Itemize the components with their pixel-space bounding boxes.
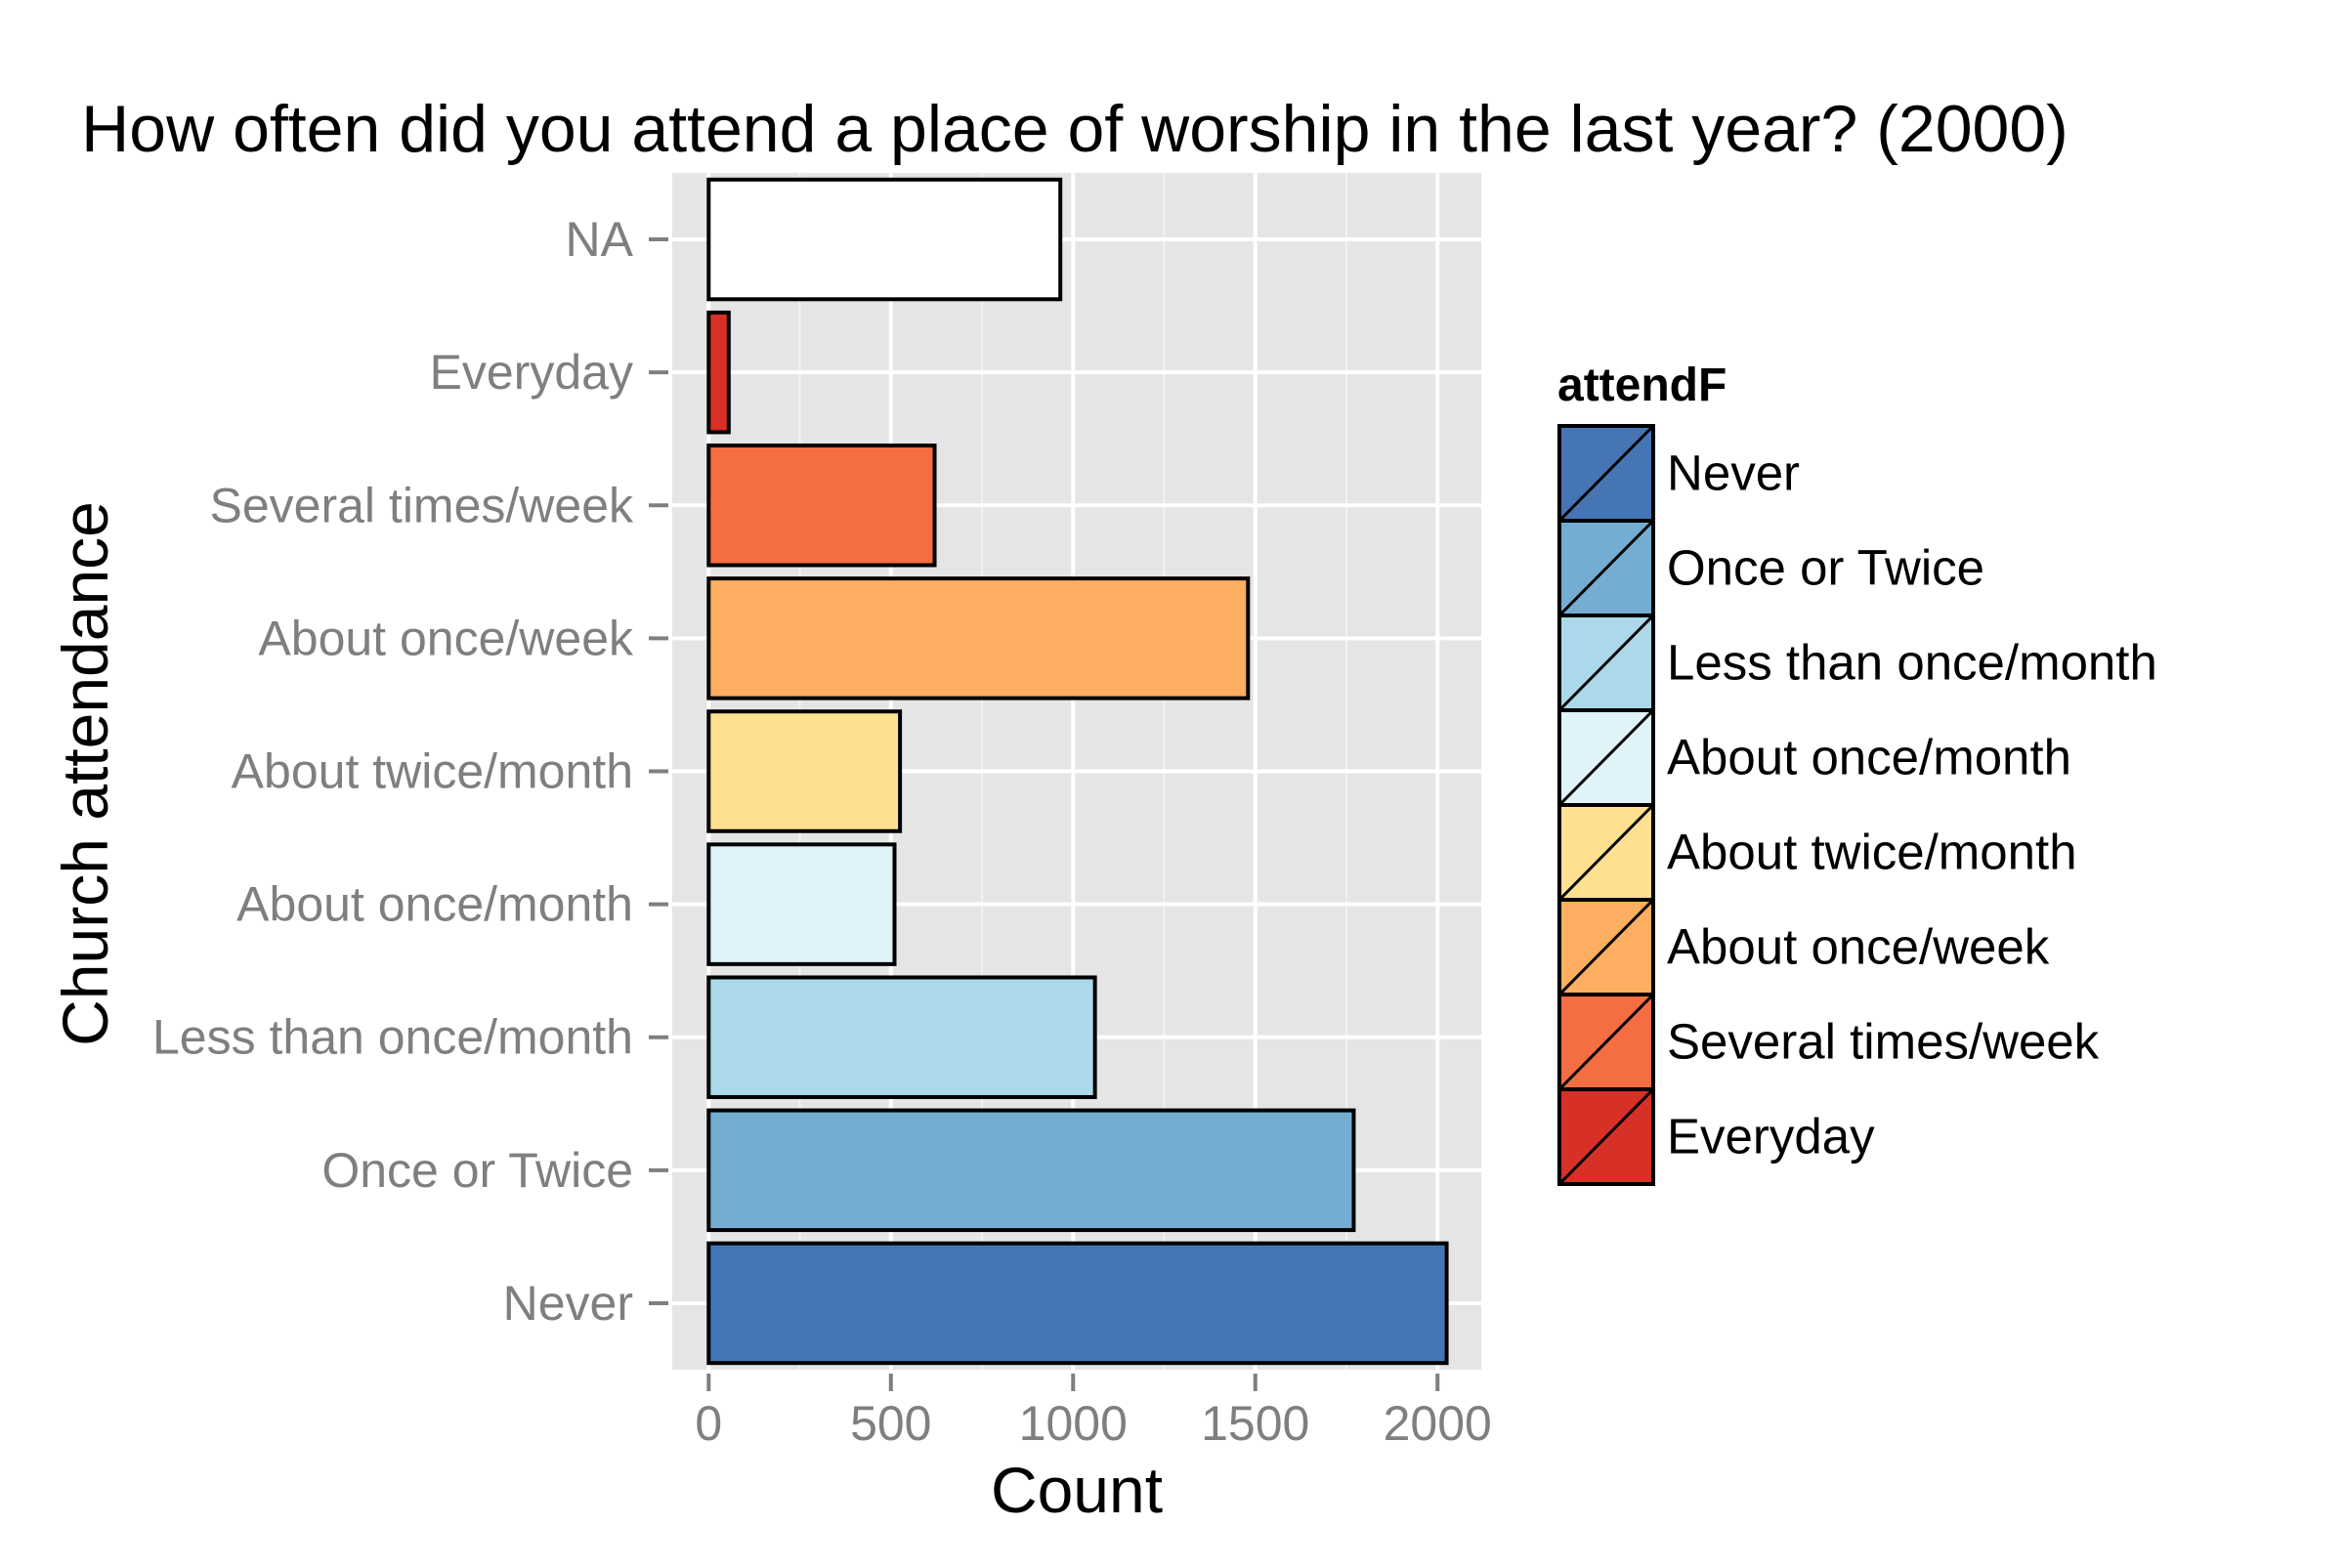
x-tick-label: 2000 [1384, 1396, 1492, 1451]
legend: attendF Never Once or Twice Less than once… [1557, 360, 2157, 1186]
y-axis-title: Church attendance [49, 501, 121, 1046]
bar-about-once-week [706, 576, 1251, 700]
y-tick-label: Several times/week [210, 478, 634, 532]
bar-about-twice-month [706, 709, 903, 833]
legend-key [1557, 898, 1655, 996]
legend-label: About once/week [1667, 919, 2050, 975]
legend-label: Once or Twice [1667, 540, 1984, 596]
x-tick-label: 1000 [1019, 1396, 1128, 1451]
y-tick-label: Never [503, 1276, 633, 1331]
bar-less-than-once-month [706, 975, 1097, 1099]
legend-key [1557, 993, 1655, 1091]
y-tick-label: Everyday [430, 345, 633, 400]
y-tick-label: About once/month [236, 877, 633, 932]
x-tick-label: 0 [695, 1396, 722, 1451]
legend-label: Less than once/month [1667, 635, 2157, 691]
legend-label: Never [1667, 445, 1800, 501]
legend-label: Everyday [1667, 1109, 1875, 1165]
y-tick-label: NA [566, 212, 634, 267]
bar-never [706, 1241, 1449, 1366]
legend-key [1557, 614, 1655, 712]
axes: Never Once or Twice Less than once/month Ab… [152, 212, 1492, 1451]
bar-about-once-month [706, 842, 897, 966]
legend-key-slash [1557, 708, 1655, 807]
legend-key-slash [1557, 993, 1655, 1091]
bars [706, 177, 1449, 1366]
bar-everyday [706, 310, 731, 435]
legend-title: attendF [1557, 360, 1727, 411]
legend-key [1557, 708, 1655, 807]
bar-once-or-twice [706, 1108, 1356, 1233]
chart-title: How often did you attend a place of wors… [81, 92, 2068, 166]
legend-key-slash [1557, 898, 1655, 996]
x-axis-title: Count [991, 1454, 1163, 1526]
y-tick-label: About twice/month [232, 744, 633, 799]
bar-several-times-week [706, 444, 937, 568]
legend-key-slash [1557, 424, 1655, 523]
legend-key-slash [1557, 1087, 1655, 1186]
bar-na [706, 177, 1063, 302]
legend-key [1557, 803, 1655, 902]
x-tick-label: 1500 [1201, 1396, 1309, 1451]
legend-label: About once/month [1667, 730, 2071, 785]
legend-key-slash [1557, 614, 1655, 712]
y-tick-label: Once or Twice [321, 1143, 633, 1198]
legend-label: Several times/week [1667, 1014, 2100, 1070]
y-tick-label: Less than once/month [152, 1010, 633, 1065]
legend-key [1557, 424, 1655, 523]
y-tick-label: About once/week [258, 611, 634, 665]
legend-key-slash [1557, 803, 1655, 902]
legend-label: About twice/month [1667, 825, 2077, 880]
legend-key-slash [1557, 519, 1655, 617]
legend-key [1557, 1087, 1655, 1186]
x-tick-label: 500 [850, 1396, 931, 1451]
legend-key [1557, 519, 1655, 617]
